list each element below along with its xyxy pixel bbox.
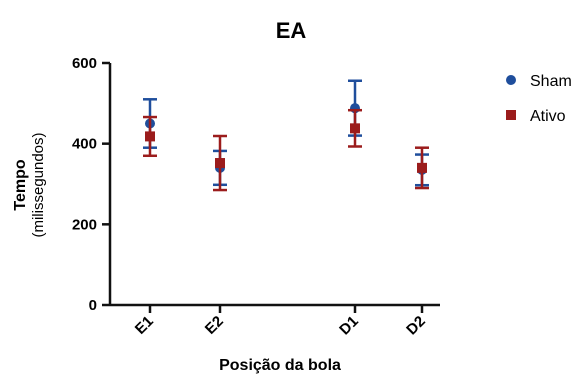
y-axis-title: Tempo (milissegundos) — [12, 132, 47, 237]
x-tick-label: E2 — [202, 313, 227, 338]
y-tick-label: 200 — [72, 216, 97, 233]
legend-label-ativo: Ativo — [530, 108, 566, 125]
legend: Sham Ativo — [506, 73, 572, 125]
point-ativo — [417, 162, 427, 173]
data-marks — [143, 79, 429, 192]
legend-label-sham: Sham — [530, 73, 572, 90]
y-tick-label: 0 — [89, 297, 97, 314]
y-ticks: 0 200 400 600 — [72, 55, 110, 314]
x-tick-label: D2 — [403, 313, 429, 339]
point-ativo — [215, 158, 225, 169]
point-ativo — [145, 131, 155, 142]
chart-title: EA — [276, 18, 307, 43]
y-tick-label: 600 — [72, 55, 97, 72]
x-tick-label: E1 — [132, 313, 157, 338]
point-ativo — [350, 123, 360, 134]
legend-marker-sham — [506, 75, 516, 85]
legend-marker-ativo — [506, 110, 516, 120]
x-ticks: E1 E2 D1 D2 — [132, 305, 429, 338]
x-tick-label: D1 — [336, 313, 362, 339]
y-axis-label: Tempo — [12, 159, 29, 210]
y-axis-sublabel: (milissegundos) — [30, 132, 47, 237]
x-axis-title: Posição da bola — [219, 357, 341, 374]
y-tick-label: 400 — [72, 136, 97, 153]
